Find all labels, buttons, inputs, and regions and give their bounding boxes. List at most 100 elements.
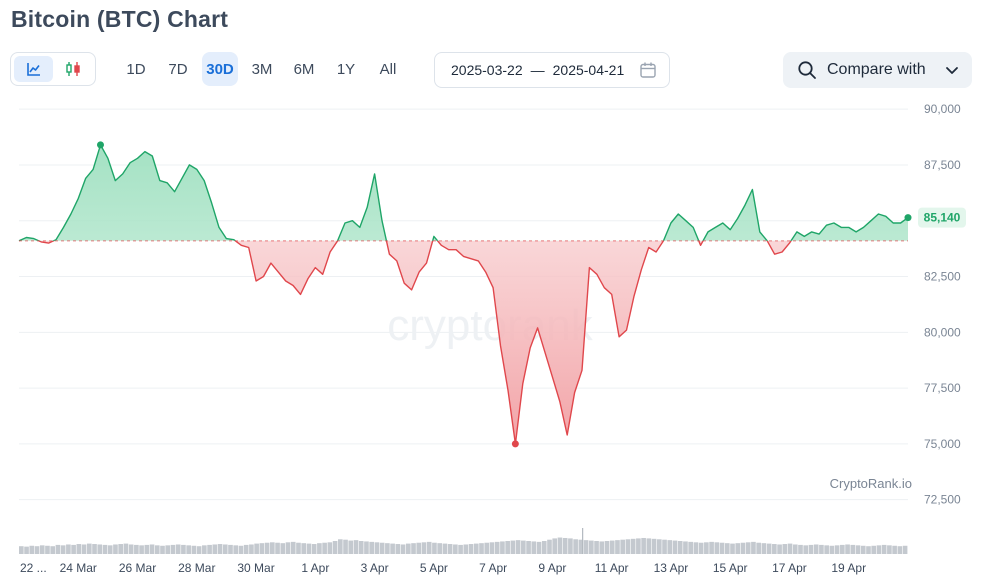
range-all-button[interactable]: All	[379, 60, 397, 78]
volume-bar	[735, 543, 741, 554]
volume-bar	[442, 543, 448, 554]
volume-bar	[353, 540, 359, 554]
line-chart-button[interactable]	[14, 56, 53, 82]
volume-bar	[510, 540, 516, 554]
volume-bar	[81, 544, 87, 554]
volume-bar	[573, 539, 578, 554]
volume-bar	[604, 541, 610, 554]
volume-bar	[777, 544, 782, 554]
volume-bar	[819, 544, 824, 554]
x-tick-label: 7 Apr	[479, 561, 507, 575]
volume-bar	[280, 543, 286, 554]
compare-with-button[interactable]: Compare with	[783, 52, 972, 88]
volume-bar	[625, 539, 631, 554]
volume-bar	[311, 544, 317, 554]
range-30d-button[interactable]: 30D	[202, 52, 238, 86]
volume-bar	[233, 545, 239, 554]
price-line	[18, 144, 909, 445]
volume-bar	[92, 544, 97, 554]
volume-bar	[123, 543, 129, 554]
volume-bar	[285, 542, 291, 554]
volume-bar	[845, 544, 850, 554]
volume-bar	[500, 541, 505, 554]
volume-bar	[301, 543, 307, 554]
volume-bar	[160, 545, 165, 554]
volume-bar	[688, 541, 693, 554]
volume-bar	[421, 542, 427, 554]
volume-bar	[149, 544, 155, 554]
x-tick-label: 15 Apr	[713, 561, 748, 575]
volume-bar	[808, 544, 814, 554]
volume-bar	[296, 542, 301, 554]
x-tick-label: 5 Apr	[420, 561, 448, 575]
volume-bar	[824, 545, 829, 554]
x-tick-label: 3 Apr	[361, 561, 389, 575]
volume-bar	[463, 544, 469, 554]
volume-bar	[751, 541, 756, 554]
volume-bar	[531, 541, 537, 554]
volume-bar	[102, 544, 108, 554]
range-1d-button[interactable]: 1D	[126, 60, 146, 78]
volume-bar	[656, 539, 662, 554]
volume-bar	[24, 546, 29, 554]
volume-bar	[317, 543, 322, 554]
volume-bar	[589, 540, 594, 554]
volume-bar	[578, 539, 584, 554]
y-tick-label: 77,500	[924, 381, 961, 395]
candlestick-button[interactable]	[53, 56, 92, 82]
y-tick-label: 75,000	[924, 437, 961, 451]
range-1y-button[interactable]: 1Y	[336, 60, 356, 78]
y-tick-label: 82,500	[924, 270, 961, 284]
volume-bar	[254, 543, 259, 554]
volume-bar	[34, 546, 40, 554]
volume-bar	[97, 544, 103, 554]
volume-bar	[134, 544, 139, 554]
chevron-down-icon	[946, 67, 958, 74]
date-range-picker[interactable]: 2025-03-22 — 2025-04-21	[434, 52, 670, 88]
x-axis: 22 ... 24 Mar 26 Mar 28 Mar 30 Mar 1 Apr 3 Apr…	[20, 561, 866, 575]
volume-bar	[437, 543, 442, 554]
page-title: Bitcoin (BTC) Chart	[11, 6, 229, 32]
calendar-icon	[640, 62, 656, 78]
volume-bar	[662, 539, 667, 554]
volume-bar	[677, 541, 683, 554]
volume-bar	[86, 543, 92, 554]
volume-bar	[667, 540, 673, 554]
volume-bar	[683, 541, 688, 554]
volume-bar	[207, 544, 212, 554]
area-fill-up	[19, 144, 908, 241]
x-tick-label: 11 Apr	[595, 561, 629, 575]
markers: 85,140	[96, 141, 966, 448]
volume-bar	[719, 542, 725, 554]
x-tick-label: 30 Mar	[237, 561, 274, 575]
line-chart-icon	[26, 63, 40, 76]
volume-bar	[165, 545, 171, 554]
volume-bar	[620, 539, 626, 554]
y-axis: 90,00087,50085,00082,50080,00077,50075,0…	[924, 102, 961, 507]
range-7d-button[interactable]: 7D	[168, 60, 188, 78]
chart-type-toggle	[10, 52, 96, 86]
volume-bar	[71, 544, 76, 554]
volume-bar	[829, 545, 835, 554]
volume-bar	[202, 545, 207, 554]
volume-bar	[191, 545, 197, 554]
range-3m-button[interactable]: 3M	[251, 60, 273, 78]
volume-bar	[107, 545, 113, 554]
volume-bar	[385, 543, 390, 554]
chart-grid	[19, 108, 908, 501]
range-6m-button[interactable]: 6M	[293, 60, 315, 78]
volume-bar	[327, 542, 333, 554]
x-tick-label: 13 Apr	[654, 561, 689, 575]
volume-bar	[426, 541, 432, 554]
volume-bar	[39, 545, 45, 554]
volume-bar	[348, 540, 354, 554]
y-tick-label: 87,500	[924, 158, 961, 172]
volume-bar	[599, 541, 605, 554]
volume-bar	[400, 544, 406, 554]
volume-bar	[170, 544, 176, 554]
volume-bar	[866, 546, 871, 554]
volume-bar	[672, 540, 678, 554]
volume-bar	[337, 539, 343, 554]
volume-bar	[66, 544, 71, 554]
